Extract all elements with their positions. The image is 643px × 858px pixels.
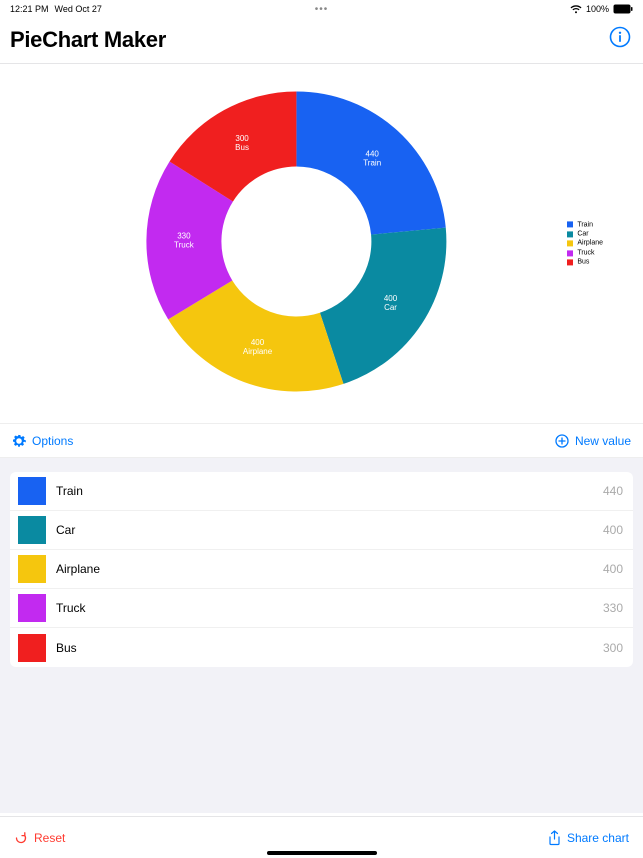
list-item-value: 440 — [603, 484, 623, 498]
donut-chart: 440Train400Car400Airplane330Truck300Bus — [136, 81, 456, 406]
legend-swatch — [567, 259, 573, 265]
share-label: Share chart — [567, 831, 629, 845]
info-icon — [609, 26, 631, 48]
list-item[interactable]: Truck 330 — [10, 589, 633, 628]
color-swatch[interactable] — [18, 594, 46, 622]
list-area: Train 440 Car 400 Airplane 400 Truck 330 Bus 300 — [0, 458, 643, 813]
reset-icon — [14, 831, 28, 845]
color-swatch[interactable] — [18, 477, 46, 505]
share-button[interactable]: Share chart — [548, 830, 629, 846]
legend-item: Bus — [567, 258, 603, 267]
list-item[interactable]: Train 440 — [10, 472, 633, 511]
multitask-dots-icon: ••• — [315, 4, 329, 15]
info-button[interactable] — [609, 26, 631, 53]
list-item-label: Train — [56, 484, 83, 498]
legend-item: Truck — [567, 248, 603, 257]
header: PieChart Maker — [0, 18, 643, 64]
color-swatch[interactable] — [18, 516, 46, 544]
color-swatch[interactable] — [18, 555, 46, 583]
status-date: Wed Oct 27 — [55, 4, 102, 14]
page-title: PieChart Maker — [10, 27, 166, 53]
list-item-value: 400 — [603, 562, 623, 576]
list-item[interactable]: Bus 300 — [10, 628, 633, 667]
list-item-label: Bus — [56, 641, 77, 655]
legend-label: Airplane — [577, 239, 603, 248]
list-item-value: 300 — [603, 641, 623, 655]
chart-legend: TrainCarAirplaneTruckBus — [567, 220, 603, 267]
list-item-label: Car — [56, 523, 75, 537]
gear-icon — [12, 434, 26, 448]
plus-circle-icon — [555, 434, 569, 448]
legend-item: Airplane — [567, 239, 603, 248]
action-bar: Options New value — [0, 424, 643, 458]
slice-label: 400Car — [383, 294, 397, 312]
legend-label: Train — [577, 220, 593, 229]
legend-swatch — [567, 222, 573, 228]
legend-label: Car — [577, 229, 588, 238]
list-item-value: 400 — [603, 523, 623, 537]
options-button[interactable]: Options — [12, 434, 73, 448]
reset-button[interactable]: Reset — [14, 831, 65, 845]
legend-label: Truck — [577, 248, 594, 257]
options-label: Options — [32, 434, 73, 448]
battery-icon — [613, 4, 633, 14]
reset-label: Reset — [34, 831, 65, 845]
list-item[interactable]: Car 400 — [10, 511, 633, 550]
color-swatch[interactable] — [18, 634, 46, 662]
wifi-icon — [570, 5, 582, 14]
status-time: 12:21 PM — [10, 4, 49, 14]
legend-swatch — [567, 241, 573, 247]
home-indicator[interactable] — [267, 851, 377, 855]
legend-item: Car — [567, 229, 603, 238]
legend-label: Bus — [577, 258, 589, 267]
new-value-button[interactable]: New value — [555, 434, 631, 448]
slice-label: 300Bus — [235, 133, 249, 151]
status-bar: 12:21 PM Wed Oct 27 ••• 100% — [0, 0, 643, 18]
new-value-label: New value — [575, 434, 631, 448]
battery-pct: 100% — [586, 4, 609, 14]
slice-label: 440Train — [363, 149, 381, 167]
chart-area: 440Train400Car400Airplane330Truck300Bus … — [0, 64, 643, 424]
legend-item: Train — [567, 220, 603, 229]
list-item-value: 330 — [603, 601, 623, 615]
legend-swatch — [567, 231, 573, 237]
footer-bar: Reset Share chart — [0, 816, 643, 858]
value-list: Train 440 Car 400 Airplane 400 Truck 330 Bus 300 — [10, 472, 633, 667]
list-item[interactable]: Airplane 400 — [10, 550, 633, 589]
share-icon — [548, 830, 561, 846]
list-item-label: Airplane — [56, 562, 100, 576]
list-item-label: Truck — [56, 601, 86, 615]
legend-swatch — [567, 250, 573, 256]
